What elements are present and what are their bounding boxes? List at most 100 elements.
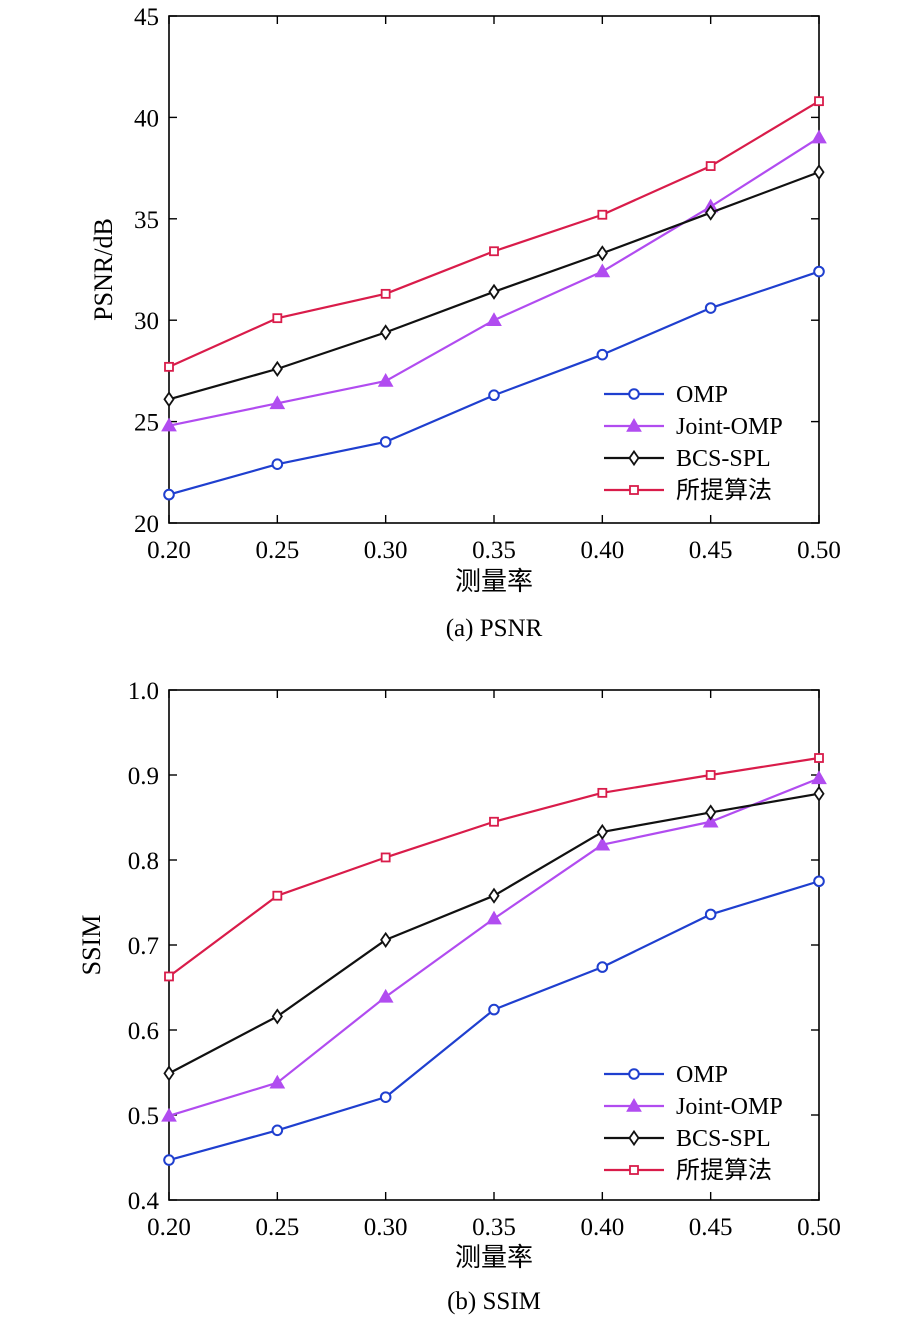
y-tick-label: 20 xyxy=(134,511,159,538)
series-line xyxy=(168,100,820,368)
data-point xyxy=(594,263,611,278)
x-tick-label: 0.30 xyxy=(364,537,408,564)
series-OMP xyxy=(163,265,825,501)
y-tick-label: 35 xyxy=(134,207,159,234)
data-point xyxy=(377,988,394,1003)
x-tick-label: 0.30 xyxy=(364,1214,408,1241)
data-point xyxy=(488,283,500,300)
data-point xyxy=(380,852,391,863)
data-point xyxy=(164,971,174,982)
data-point xyxy=(163,1065,175,1082)
chart-ssim: 0.20 0.25 0.30 0.35 0.40 0.45 0.50 0.4 0.5 0.6 0.7… xyxy=(77,678,841,1315)
data-point xyxy=(271,458,284,470)
data-point xyxy=(486,910,502,925)
legend-label: BCS-SPL xyxy=(676,1126,771,1152)
data-point xyxy=(380,931,392,948)
data-point xyxy=(705,804,717,821)
x-tick-label: 0.50 xyxy=(797,537,841,564)
y-axis-label: SSIM xyxy=(77,915,106,976)
y-tick-label: 40 xyxy=(134,105,159,132)
data-point xyxy=(705,770,716,780)
data-point xyxy=(597,787,608,798)
y-tick-label: 0.7 xyxy=(128,933,159,960)
series-所提算法 xyxy=(164,753,824,982)
legend-label: OMP xyxy=(676,382,728,408)
x-axis-label: 测量率 xyxy=(455,567,533,596)
data-point xyxy=(380,324,392,341)
data-point xyxy=(811,770,827,785)
y-tick-label: 25 xyxy=(134,410,159,437)
data-point xyxy=(377,373,394,387)
data-point xyxy=(597,209,608,220)
series-line xyxy=(168,756,820,978)
y-tick-label: 0.4 xyxy=(128,1188,160,1215)
series-所提算法 xyxy=(164,96,824,372)
chart-psnr: 0.20 0.25 0.30 0.35 0.40 0.45 0.50 20 25 30 35 40 45… xyxy=(89,4,841,642)
x-tick-label: 0.50 xyxy=(797,1214,841,1241)
legend-label: OMP xyxy=(676,1062,728,1088)
data-point xyxy=(489,816,499,827)
data-point xyxy=(596,348,609,361)
x-tick-label: 0.20 xyxy=(147,1214,191,1241)
y-tick-label: 30 xyxy=(134,308,159,335)
data-point xyxy=(704,302,717,314)
x-axis-label: 测量率 xyxy=(455,1243,533,1272)
y-tick-label: 0.9 xyxy=(128,763,159,790)
series-Joint-OMP xyxy=(161,770,827,1122)
data-point xyxy=(594,836,611,851)
legend-marker xyxy=(628,449,640,467)
y-axis-label: PSNR/dB xyxy=(89,218,118,321)
legend-marker xyxy=(626,417,642,432)
x-tick-label: 0.45 xyxy=(689,1214,733,1241)
legend: OMP Joint-OMP BCS-SPL 所提算法 xyxy=(604,382,783,504)
data-point xyxy=(379,1091,392,1103)
data-point xyxy=(814,96,824,107)
data-point xyxy=(163,488,175,501)
legend-marker xyxy=(629,485,639,495)
data-point xyxy=(705,161,716,171)
data-point xyxy=(271,1124,284,1137)
data-point xyxy=(813,265,825,278)
data-point xyxy=(488,887,500,904)
legend-marker xyxy=(626,1097,642,1112)
plot-frame xyxy=(168,689,820,1201)
legend: OMP Joint-OMP BCS-SPL 所提算法 xyxy=(604,1062,783,1184)
legend-marker xyxy=(629,1165,639,1175)
data-point xyxy=(486,312,502,326)
x-tick-label: 0.35 xyxy=(472,537,516,564)
data-point xyxy=(379,436,392,448)
data-point xyxy=(163,1154,175,1166)
data-point xyxy=(814,753,824,763)
data-point xyxy=(488,1003,500,1016)
data-point xyxy=(702,813,719,828)
y-tick-label: 0.6 xyxy=(128,1018,159,1045)
legend-label: Joint-OMP xyxy=(676,414,783,440)
x-tick-label: 0.20 xyxy=(147,537,191,564)
y-tick-label: 1.0 xyxy=(128,678,159,705)
data-point xyxy=(272,890,283,901)
data-point xyxy=(813,164,825,181)
chart-caption: (b) SSIM xyxy=(447,1288,541,1315)
x-tick-label: 0.35 xyxy=(472,1214,516,1241)
data-point xyxy=(596,245,608,262)
x-tick-label: 0.40 xyxy=(580,537,624,564)
x-tick-label: 0.25 xyxy=(255,537,299,564)
legend-label: Joint-OMP xyxy=(676,1094,783,1120)
data-point xyxy=(813,875,825,888)
x-tick-label: 0.25 xyxy=(255,1214,299,1241)
data-point xyxy=(161,1107,177,1122)
legend-label: 所提算法 xyxy=(676,1157,772,1184)
data-point xyxy=(269,395,286,410)
data-point xyxy=(272,313,283,324)
series-OMP xyxy=(163,875,825,1166)
y-tick-label: 0.8 xyxy=(128,848,159,875)
data-point xyxy=(705,204,717,221)
data-point xyxy=(271,360,283,377)
y-tick-label: 45 xyxy=(134,4,159,31)
x-tick-label: 0.45 xyxy=(689,537,733,564)
data-point xyxy=(596,823,608,841)
data-point xyxy=(161,417,177,432)
data-point xyxy=(163,391,175,408)
data-point xyxy=(271,1008,283,1025)
data-point xyxy=(380,288,391,299)
